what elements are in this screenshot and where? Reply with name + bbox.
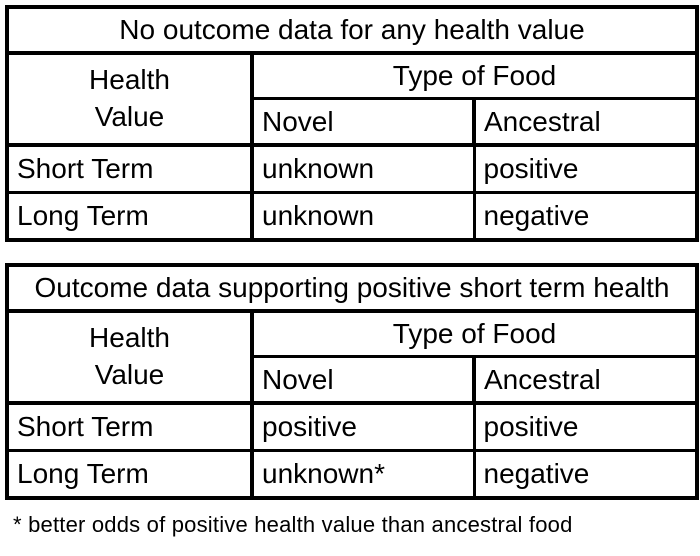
column-header-ancestral: Ancestral (472, 97, 699, 147)
column-header-novel: Novel (250, 355, 476, 405)
table-subheader-row: Novel Ancestral (7, 97, 699, 147)
cell-long-term-ancestral: negative (472, 191, 699, 242)
cell-long-term-novel: unknown (250, 191, 476, 242)
table-row: Long Term unknown* negative (5, 449, 700, 500)
table-outcome-data-positive-short-term: Outcome data supporting positive short t… (4, 263, 700, 500)
table-header-row: Health Value Type of Food (5, 51, 699, 147)
table-subheader-row: Novel Ancestral (7, 355, 700, 405)
table-header-row: Health Value Type of Food (5, 309, 700, 405)
page: No outcome data for any health value Hea… (4, 5, 700, 538)
cell-short-term-ancestral: positive (472, 143, 699, 194)
column-header-novel: Novel (250, 97, 476, 147)
column-group-header-type-of-food: Type of Food (249, 309, 700, 358)
table-title-row: Outcome data supporting positive short t… (4, 263, 700, 313)
cell-short-term-novel: positive (250, 401, 476, 452)
cell-short-term-ancestral: positive (472, 401, 700, 452)
table-row: Long Term unknown negative (5, 191, 699, 242)
cell-short-term-novel: unknown (250, 143, 476, 194)
row-label-short-term: Short Term (5, 401, 254, 452)
row-label-long-term: Long Term (5, 191, 254, 242)
table-row: Short Term unknown positive (5, 143, 699, 194)
row-axis-header-health-value: Health Value (5, 309, 254, 405)
footnote-asterisk-note: * better odds of positive health value t… (13, 512, 573, 537)
table-title-row: No outcome data for any health value (5, 5, 699, 55)
cell-long-term-ancestral: negative (472, 449, 700, 500)
row-axis-header-health-value: Health Value (5, 51, 254, 147)
table-title: Outcome data supporting positive short t… (4, 263, 700, 313)
table-row: Short Term positive positive (5, 401, 700, 452)
table-no-outcome-data: No outcome data for any health value Hea… (5, 5, 699, 242)
row-label-short-term: Short Term (5, 143, 254, 194)
column-header-ancestral: Ancestral (472, 355, 700, 405)
cell-long-term-novel-unknown-asterisk: unknown* (250, 449, 476, 500)
row-label-long-term: Long Term (5, 449, 254, 500)
table-title: No outcome data for any health value (5, 5, 699, 55)
column-group-header-type-of-food: Type of Food (250, 51, 699, 100)
